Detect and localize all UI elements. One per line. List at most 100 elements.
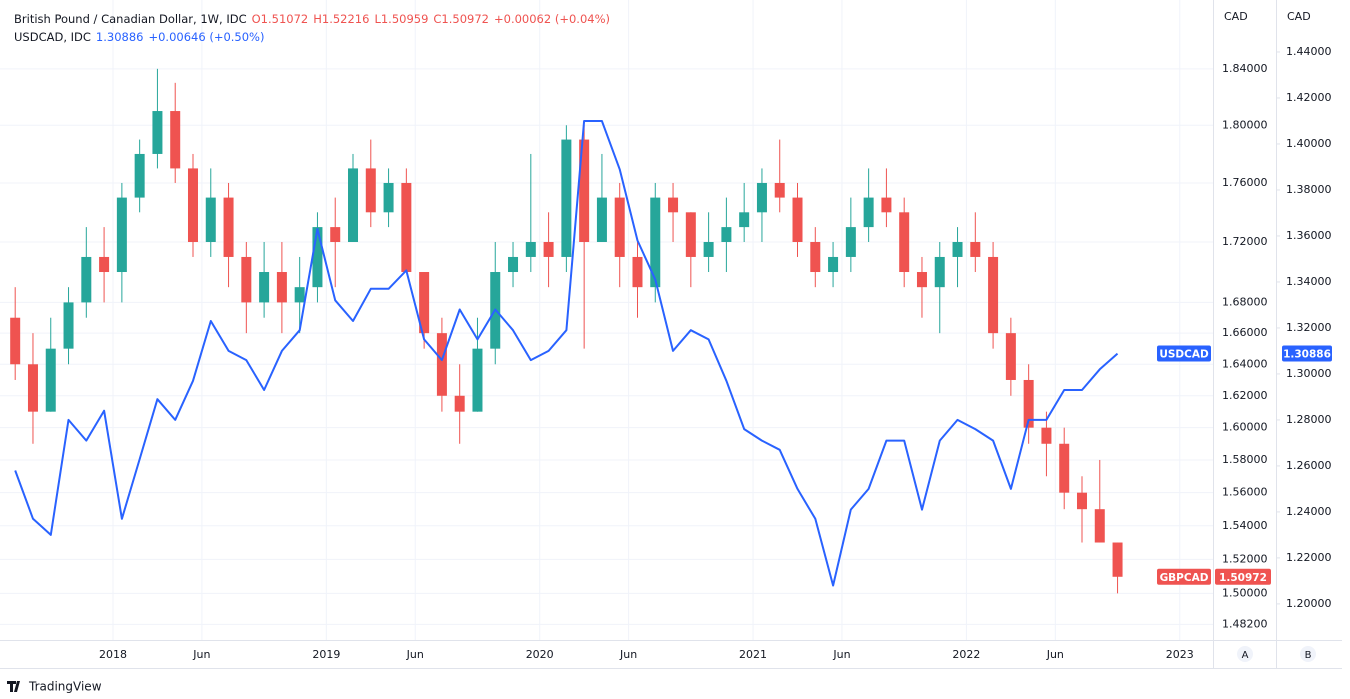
- series-tag: USDCAD: [1159, 349, 1209, 361]
- y-tick-label: 1.58000: [1222, 453, 1268, 466]
- candle-body: [703, 241, 714, 257]
- candle-body: [472, 348, 483, 412]
- y-tick-label: 1.84000: [1222, 62, 1268, 75]
- candle-body: [348, 168, 359, 242]
- candle-body: [1059, 443, 1070, 493]
- candle-body: [1076, 492, 1087, 510]
- x-tick-label: Jun: [192, 648, 210, 661]
- x-tick-label: 2023: [1166, 648, 1194, 661]
- candle-body: [205, 197, 216, 242]
- candle-body: [543, 241, 554, 257]
- y-tick-label: 1.54000: [1222, 519, 1268, 532]
- candle-body: [10, 317, 21, 365]
- brand: TradingView: [28, 680, 102, 694]
- y-tick-label: 1.72000: [1222, 235, 1268, 248]
- candle-body: [63, 302, 74, 349]
- last: 1.30886: [95, 30, 144, 44]
- candle-body: [259, 272, 270, 303]
- button-label[interactable]: A: [1242, 650, 1249, 661]
- x-tick-label: 2018: [99, 648, 127, 661]
- y2-tick-label: 1.24000: [1286, 505, 1332, 518]
- candle-body: [81, 256, 92, 303]
- legend-row: British Pound / Canadian Dollar, 1W, IDC…: [14, 10, 615, 28]
- ohlc: O1.51072: [251, 12, 309, 26]
- y2-tick-label: 1.20000: [1286, 597, 1332, 610]
- y-axis-label: CAD: [1224, 10, 1248, 23]
- candle-body: [241, 256, 252, 303]
- y-tick-label: 1.62000: [1222, 389, 1268, 402]
- candle-body: [330, 227, 341, 242]
- x-tick-label: 2019: [312, 648, 340, 661]
- brand-logo: [7, 681, 20, 692]
- plot-area: [0, 0, 1213, 640]
- y-tick-label: 1.56000: [1222, 486, 1268, 499]
- candle-body: [401, 182, 412, 273]
- candle-body: [792, 197, 803, 242]
- candle-body: [952, 241, 963, 257]
- candle-body: [988, 256, 999, 334]
- symbol-title: British Pound / Canadian Dollar, 1W, IDC: [14, 12, 247, 26]
- y2-tick-label: 1.36000: [1286, 229, 1332, 242]
- y-tick-label: 1.80000: [1222, 118, 1268, 131]
- series-tag: GBPCAD: [1160, 572, 1209, 584]
- candle-body: [721, 227, 732, 242]
- line-series: [14, 120, 1119, 587]
- ohlc: L1.50959: [374, 12, 429, 26]
- y2-tick-label: 1.32000: [1286, 321, 1332, 334]
- candle-body: [1041, 427, 1052, 444]
- button-label[interactable]: B: [1305, 650, 1312, 661]
- x-tick-label: Jun: [1046, 648, 1064, 661]
- ohlc: H1.52216: [313, 12, 370, 26]
- y2-tick-label: 1.34000: [1286, 275, 1332, 288]
- last-value-label: 1.30886: [1283, 349, 1331, 361]
- candle-body: [916, 272, 927, 288]
- y2-tick-label: 1.26000: [1286, 459, 1332, 472]
- candle-body: [774, 182, 785, 198]
- x-tick-label: Jun: [832, 648, 850, 661]
- y2-tick-label: 1.30000: [1286, 367, 1332, 380]
- series-tag-bg: [1157, 568, 1211, 585]
- y-tick-label: 1.66000: [1222, 326, 1268, 339]
- candle-body: [223, 197, 234, 257]
- candle-body: [668, 197, 679, 213]
- candle-body: [899, 212, 910, 273]
- legend-row: USDCAD, IDC 1.30886 +0.00646 (+0.50%): [14, 28, 615, 46]
- candle-body: [27, 364, 38, 412]
- legend: British Pound / Canadian Dollar, 1W, IDC…: [14, 10, 615, 46]
- candle-body: [881, 197, 892, 213]
- x-tick-label: Jun: [619, 648, 637, 661]
- scale-button[interactable]: B: [1300, 646, 1316, 662]
- candle-body: [187, 168, 198, 242]
- ohlc: C1.50972: [433, 12, 489, 26]
- candle-body: [1094, 509, 1105, 543]
- candle-body: [99, 256, 110, 273]
- candle-body: [810, 241, 821, 273]
- x-tick-label: 2022: [952, 648, 980, 661]
- candle-body: [116, 197, 127, 273]
- candle-body: [828, 256, 839, 273]
- candle-body: [561, 139, 572, 257]
- x-tick-label: 2020: [526, 648, 554, 661]
- candle-body: [614, 197, 625, 257]
- y2-tick-label: 1.38000: [1286, 183, 1332, 196]
- last-value-label: 1.50972: [1219, 572, 1267, 584]
- candle-body: [276, 272, 287, 303]
- candle-body: [454, 395, 465, 412]
- candle-body: [45, 348, 56, 412]
- candle-body: [596, 197, 607, 242]
- candle-body: [970, 241, 981, 257]
- candle-body: [1005, 333, 1016, 380]
- y2-tick-label: 1.22000: [1286, 551, 1332, 564]
- scale-button[interactable]: A: [1237, 646, 1253, 662]
- candle-body: [312, 227, 323, 288]
- y-tick-label: 1.52000: [1222, 552, 1268, 565]
- candle-body: [365, 168, 376, 213]
- y2-tick-label: 1.28000: [1286, 413, 1332, 426]
- candle-body: [170, 111, 181, 169]
- candle-body: [294, 287, 305, 303]
- candle-body: [863, 197, 874, 228]
- candle-body: [152, 111, 163, 154]
- y2-tick-label: 1.44000: [1286, 45, 1332, 58]
- symbol-title: USDCAD, IDC: [14, 30, 91, 44]
